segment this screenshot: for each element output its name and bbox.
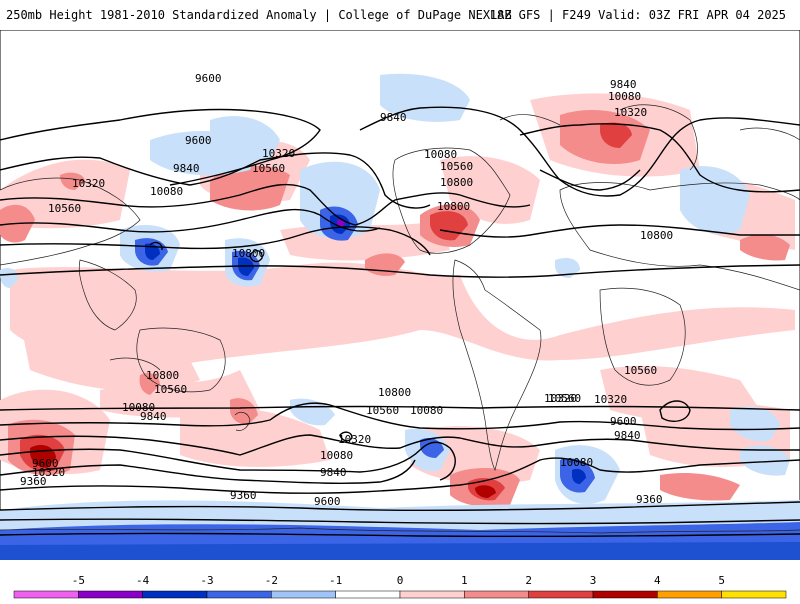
- contour-label: 10800: [146, 369, 179, 382]
- contour-label: 10560: [252, 162, 285, 175]
- colorbar-tick-label: -5: [72, 574, 85, 587]
- contour-label: 9600: [185, 134, 212, 147]
- contour-label: 9600: [195, 72, 222, 85]
- colorbar-swatches: [13, 590, 787, 599]
- colorbar-swatch: [592, 590, 658, 599]
- contour-label: 10080: [122, 401, 155, 414]
- contour-label: 10560: [366, 404, 399, 417]
- colorbar-tick-label: -1: [329, 574, 342, 587]
- contour-label: 10080: [560, 456, 593, 469]
- contour-label: 9840: [140, 410, 167, 423]
- contour-label: 10080: [608, 90, 641, 103]
- colorbar-tick-label: 5: [718, 574, 725, 587]
- contour-label: 9360: [230, 489, 257, 502]
- colorbar-swatch: [657, 590, 722, 599]
- colorbar-swatch: [13, 590, 79, 599]
- contour-label: 10320: [614, 106, 647, 119]
- colorbar-swatch: [78, 590, 143, 599]
- colorbar-tick-label: 4: [654, 574, 661, 587]
- contour-label: 10560: [154, 383, 187, 396]
- contour-label: 10320: [338, 433, 371, 446]
- contour-label: 10080: [320, 449, 353, 462]
- colorbar-swatch: [399, 590, 465, 599]
- contour-label: 10560: [624, 364, 657, 377]
- contour-label: 10800: [440, 176, 473, 189]
- contour-label: 10560: [48, 202, 81, 215]
- contour-label: 9840: [173, 162, 200, 175]
- colorbar-swatch: [528, 590, 594, 599]
- colorbar-tick-labels: -5 -4 -3 -2 -1 0 1 2 3 4 5: [72, 574, 725, 587]
- contour-label: 10320: [594, 393, 627, 406]
- contour-label: 10080: [424, 148, 457, 161]
- contour-label: 10080: [410, 404, 443, 417]
- colorbar-tick-label: 3: [590, 574, 597, 587]
- contour-label: 10560: [548, 392, 581, 405]
- contour-label: 10320: [72, 177, 105, 190]
- contour-labels: 9600960098401032010560100801032010560984…: [20, 72, 673, 508]
- colorbar-swatch: [271, 590, 336, 599]
- anomaly-shading: [0, 73, 800, 560]
- contour-label: 9600: [32, 457, 59, 470]
- model-run-info: 18Z GFS | F249 Valid: 03Z FRI APR 04 202…: [489, 8, 786, 22]
- colorbar-swatch: [335, 590, 401, 599]
- colorbar: -5 -4 -3 -2 -1 0 1 2 3 4 5: [0, 568, 800, 600]
- contour-label: 9360: [20, 475, 47, 488]
- colorbar-tick-label: 0: [397, 574, 404, 587]
- contour-label: 9840: [614, 429, 641, 442]
- height-contours: [0, 106, 800, 538]
- contour-label: 9840: [380, 111, 407, 124]
- colorbar-tick-label: 2: [525, 574, 532, 587]
- colorbar-tick-label: -2: [265, 574, 278, 587]
- colorbar-tick-label: 1: [461, 574, 468, 587]
- contour-label: 9600: [314, 495, 341, 508]
- contour-label: 10800: [232, 247, 265, 260]
- contour-label: 10320: [32, 466, 65, 479]
- contour-label: 10560: [440, 160, 473, 173]
- colorbar-swatch: [721, 590, 787, 599]
- contour-label: 10080: [150, 185, 183, 198]
- colorbar-tick-label: -3: [200, 574, 213, 587]
- colorbar-swatch: [142, 590, 208, 599]
- map-title: 250mb Height 1981-2010 Standardized Anom…: [6, 8, 512, 22]
- colorbar-swatch: [464, 590, 529, 599]
- anomaly-map: 9600 9600 9840 10320 10560 10080 10320 10560 984…: [0, 29, 800, 561]
- contour-label: 10320: [544, 392, 577, 405]
- contour-label: 10800: [437, 200, 470, 213]
- colorbar-tick-label: -4: [136, 574, 150, 587]
- contour-label: 10800: [640, 229, 673, 242]
- contour-label: 9360: [636, 493, 663, 506]
- contour-label: 9840: [610, 78, 637, 91]
- contour-label: 9840: [320, 466, 347, 479]
- colorbar-swatch: [206, 590, 272, 599]
- contour-label: 10800: [378, 386, 411, 399]
- contour-label: 10320: [262, 147, 295, 160]
- contour-label: 9600: [610, 415, 637, 428]
